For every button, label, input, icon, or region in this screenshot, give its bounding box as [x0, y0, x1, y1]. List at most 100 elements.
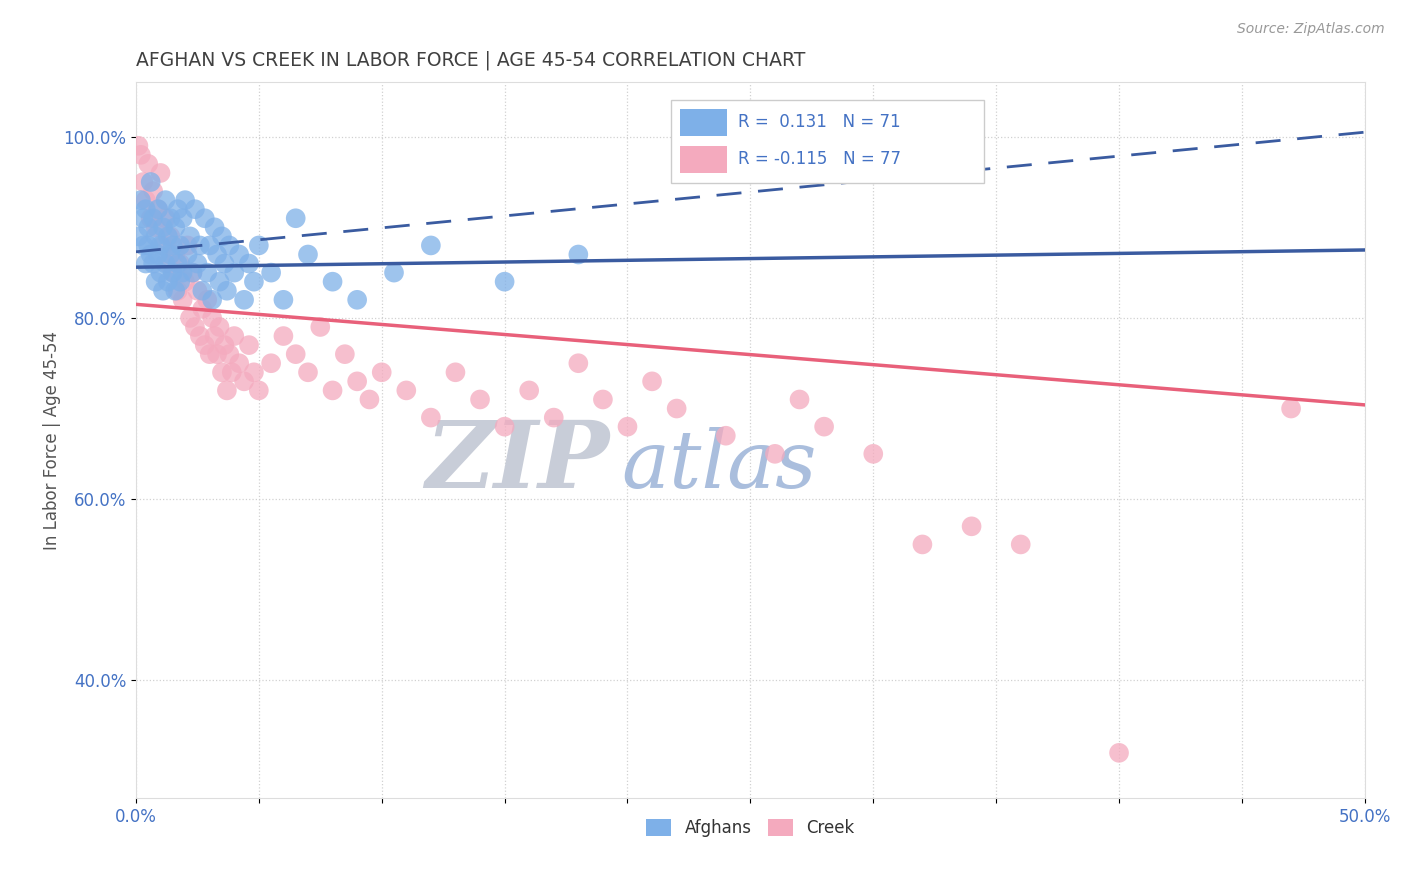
Point	[176, 238, 198, 252]
Point	[188, 329, 211, 343]
Point	[273, 293, 295, 307]
Point	[165, 284, 187, 298]
Text: R =  0.131   N = 71: R = 0.131 N = 71	[738, 112, 901, 131]
Point	[156, 256, 179, 270]
Point	[395, 384, 418, 398]
Point	[211, 365, 233, 379]
Point	[297, 365, 319, 379]
Point	[346, 293, 368, 307]
Point	[149, 166, 172, 180]
Point	[181, 266, 204, 280]
Point	[260, 356, 283, 370]
Point	[132, 211, 155, 226]
Point	[172, 293, 194, 307]
Point	[346, 375, 368, 389]
Point	[322, 384, 344, 398]
Point	[228, 356, 250, 370]
Point	[215, 284, 238, 298]
Point	[159, 247, 181, 261]
Point	[184, 202, 207, 217]
Point	[444, 365, 467, 379]
Point	[214, 338, 236, 352]
Point	[960, 519, 983, 533]
Point	[198, 347, 221, 361]
Point	[135, 256, 157, 270]
Point	[204, 329, 226, 343]
FancyBboxPatch shape	[671, 100, 984, 183]
Point	[243, 365, 266, 379]
Point	[145, 229, 167, 244]
Point	[129, 193, 152, 207]
Point	[152, 220, 174, 235]
Point	[135, 202, 157, 217]
Point	[166, 284, 188, 298]
Point	[174, 193, 197, 207]
Point	[215, 384, 238, 398]
Point	[155, 193, 177, 207]
Point	[567, 247, 589, 261]
Point	[1108, 746, 1130, 760]
Point	[132, 238, 155, 252]
Point	[205, 347, 228, 361]
Point	[494, 419, 516, 434]
Point	[862, 447, 884, 461]
Point	[201, 310, 224, 325]
Point	[214, 256, 236, 270]
Point	[194, 211, 217, 226]
Point	[169, 238, 191, 252]
Point	[322, 275, 344, 289]
Point	[146, 202, 169, 217]
Point	[592, 392, 614, 407]
Point	[166, 256, 188, 270]
Point	[284, 347, 307, 361]
Point	[195, 293, 218, 307]
Point	[221, 365, 243, 379]
Point	[204, 220, 226, 235]
Point	[419, 410, 441, 425]
Point	[139, 175, 162, 189]
Point	[142, 256, 165, 270]
Text: Source: ZipAtlas.com: Source: ZipAtlas.com	[1237, 22, 1385, 37]
Point	[136, 220, 159, 235]
Point	[284, 211, 307, 226]
Point	[228, 247, 250, 261]
Point	[145, 275, 167, 289]
Point	[195, 266, 218, 280]
Point	[494, 275, 516, 289]
Point	[127, 138, 149, 153]
Point	[260, 266, 283, 280]
Point	[152, 238, 174, 252]
Point	[238, 338, 260, 352]
Point	[188, 238, 211, 252]
Point	[186, 256, 208, 270]
Point	[129, 148, 152, 162]
Point	[370, 365, 392, 379]
Point	[181, 266, 204, 280]
Text: atlas: atlas	[621, 426, 817, 504]
Point	[333, 347, 356, 361]
Point	[191, 301, 214, 316]
Point	[309, 320, 332, 334]
Point	[136, 157, 159, 171]
Point	[567, 356, 589, 370]
Point	[159, 229, 181, 244]
Point	[238, 256, 260, 270]
Point	[169, 275, 191, 289]
Point	[162, 266, 184, 280]
Point	[146, 247, 169, 261]
Point	[208, 275, 231, 289]
Point	[152, 284, 174, 298]
Point	[911, 537, 934, 551]
Point	[169, 256, 191, 270]
Point	[233, 293, 256, 307]
Point	[179, 310, 201, 325]
Point	[156, 275, 179, 289]
Point	[763, 447, 786, 461]
Point	[211, 229, 233, 244]
Point	[1010, 537, 1032, 551]
Point	[243, 275, 266, 289]
Y-axis label: In Labor Force | Age 45-54: In Labor Force | Age 45-54	[44, 331, 60, 549]
Point	[419, 238, 441, 252]
Point	[136, 238, 159, 252]
Point	[159, 211, 181, 226]
